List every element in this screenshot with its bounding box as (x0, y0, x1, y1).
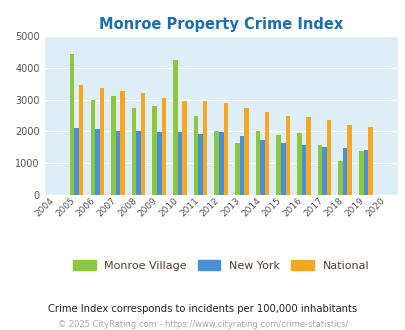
Legend: Monroe Village, New York, National: Monroe Village, New York, National (73, 260, 368, 271)
Bar (342, 148, 347, 195)
Bar (111, 96, 115, 195)
Bar (285, 115, 289, 195)
Bar (239, 136, 243, 195)
Bar (141, 93, 145, 195)
Bar (198, 134, 202, 195)
Bar (305, 117, 310, 195)
Bar (264, 112, 269, 195)
Bar (296, 133, 301, 195)
Bar (95, 129, 99, 195)
Bar (132, 108, 136, 195)
Bar (120, 91, 124, 195)
Bar (202, 101, 207, 195)
Bar (182, 101, 186, 195)
Bar (255, 131, 260, 195)
Bar (115, 131, 120, 195)
Bar (79, 85, 83, 195)
Bar (177, 132, 182, 195)
Text: © 2025 CityRating.com - https://www.cityrating.com/crime-statistics/: © 2025 CityRating.com - https://www.city… (58, 320, 347, 329)
Bar (193, 115, 198, 195)
Bar (337, 161, 342, 195)
Title: Monroe Property Crime Index: Monroe Property Crime Index (99, 17, 343, 32)
Bar (322, 147, 326, 195)
Bar (358, 151, 363, 195)
Bar (243, 108, 248, 195)
Bar (90, 100, 95, 195)
Bar (260, 140, 264, 195)
Bar (326, 120, 330, 195)
Bar (276, 135, 280, 195)
Bar (74, 128, 79, 195)
Bar (317, 145, 322, 195)
Bar (280, 143, 285, 195)
Text: Crime Index corresponds to incidents per 100,000 inhabitants: Crime Index corresponds to incidents per… (48, 304, 357, 314)
Bar (157, 132, 161, 195)
Bar (218, 132, 223, 195)
Bar (363, 150, 367, 195)
Bar (161, 98, 166, 195)
Bar (173, 60, 177, 195)
Bar (214, 131, 218, 195)
Bar (223, 103, 228, 195)
Bar (99, 88, 104, 195)
Bar (301, 145, 305, 195)
Bar (152, 106, 157, 195)
Bar (347, 125, 351, 195)
Bar (70, 54, 74, 195)
Bar (136, 131, 141, 195)
Bar (234, 143, 239, 195)
Bar (367, 127, 372, 195)
